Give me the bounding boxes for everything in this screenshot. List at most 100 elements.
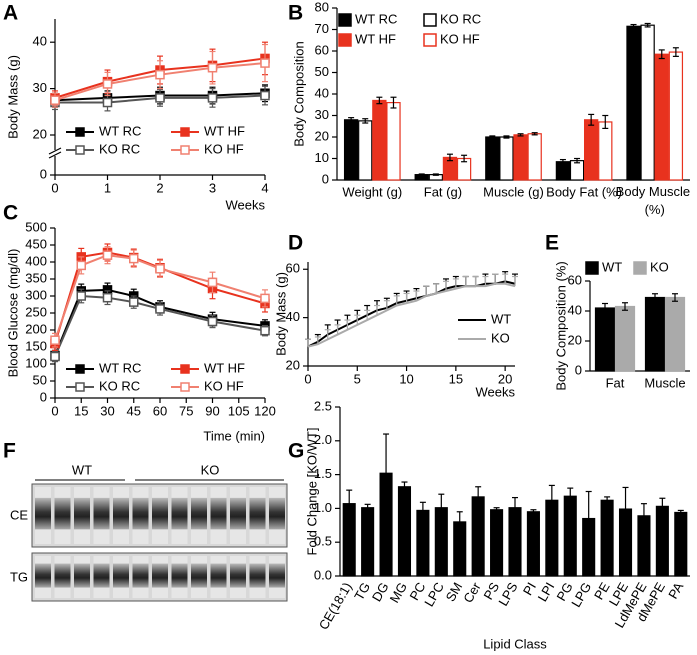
- y-tick-label: 40: [568, 302, 582, 317]
- error-bar: [658, 49, 665, 60]
- bar: [563, 495, 577, 577]
- bar: [397, 486, 412, 577]
- error-bar: [677, 509, 684, 516]
- error-bar: [374, 304, 380, 316]
- error-bar: [462, 275, 469, 287]
- bar: [664, 296, 686, 372]
- legend-entry: KO: [633, 259, 669, 275]
- legend-label: WT HF: [355, 31, 396, 46]
- x-tick-label: LPS: [495, 579, 520, 608]
- gel-band: [171, 497, 188, 530]
- error-bar: [482, 275, 489, 287]
- marker: [260, 325, 270, 336]
- y-tick-label: 60: [286, 261, 300, 276]
- legend-label: KO HF: [204, 378, 244, 393]
- legend-label: KO RC: [440, 11, 481, 26]
- x-tick-label: 4: [261, 180, 268, 195]
- x-tick-label: MG: [387, 580, 410, 606]
- y-tick-label: 2.5: [314, 398, 332, 413]
- error-bar: [423, 285, 430, 296]
- gel-band: [132, 497, 149, 530]
- legend-entry: KO HF: [171, 141, 244, 156]
- bar: [358, 120, 373, 181]
- bar: [490, 509, 504, 577]
- legend-label: WT HF: [204, 360, 245, 375]
- marker: [207, 62, 218, 73]
- gel-band: [249, 563, 266, 588]
- y-tick-label: 100: [25, 355, 47, 370]
- legend-entry: WT: [585, 259, 622, 275]
- error-bar: [443, 280, 449, 292]
- gel-band: [93, 497, 110, 530]
- marker: [155, 304, 165, 314]
- error-bar: [452, 278, 459, 289]
- legend-entry: WT: [458, 311, 511, 326]
- x-tick-label: 10: [399, 371, 413, 386]
- error-bar: [376, 96, 383, 105]
- bar: [644, 296, 666, 372]
- y-tick-label: 500: [25, 219, 47, 234]
- bar: [513, 134, 528, 181]
- legend-swatch: [633, 261, 647, 275]
- legend-swatch: [338, 13, 352, 27]
- bar: [361, 507, 375, 577]
- marker: [180, 382, 190, 392]
- gel-band: [269, 497, 285, 530]
- error-bar: [640, 503, 647, 529]
- legend-label: KO: [650, 259, 669, 274]
- error-bar: [419, 501, 426, 520]
- x-tick-label: 105: [228, 403, 250, 418]
- error-bar: [418, 173, 425, 176]
- error-bar: [475, 486, 482, 508]
- gel-row-label: TG: [10, 569, 28, 584]
- bar: [674, 511, 688, 577]
- legend-entry: WT HF: [338, 31, 396, 47]
- x-tick-label: Fat (g): [424, 184, 462, 199]
- bar: [343, 119, 359, 181]
- error-bar: [348, 117, 355, 123]
- x-tick-label: 1: [104, 180, 111, 195]
- bar: [655, 505, 669, 577]
- x-tick-label: Muscle (g): [483, 184, 544, 199]
- legend-entry: KO RC: [66, 378, 140, 393]
- legend-label: WT HF: [204, 123, 245, 138]
- error-bar: [489, 135, 496, 139]
- y-tick-label: 20: [286, 357, 300, 372]
- error-bar: [622, 486, 629, 532]
- error-bar: [559, 158, 566, 165]
- bar: [583, 119, 599, 181]
- marker: [129, 297, 139, 307]
- legend-entry: WT RC: [66, 360, 141, 375]
- gel-band: [113, 497, 129, 530]
- panel-label: E: [545, 232, 559, 255]
- legend-label: KO RC: [99, 378, 140, 393]
- error-bar: [602, 302, 608, 314]
- axis-break: [48, 151, 62, 159]
- y-axis-label: Body Composition: [291, 41, 306, 147]
- gel-band: [230, 563, 246, 588]
- x-tick-label: Body Fat (%): [546, 184, 622, 199]
- marker: [50, 335, 60, 345]
- bar: [600, 499, 614, 577]
- y-axis-label: Blood Glucose (mg/dl): [5, 249, 20, 378]
- panel-label: D: [288, 232, 303, 255]
- error-bar: [502, 273, 509, 284]
- error-bar: [438, 493, 445, 522]
- panel-label: C: [3, 202, 18, 225]
- y-axis-label: Body Mass (g): [5, 55, 20, 139]
- y-tick-label: 1.5: [314, 466, 332, 481]
- y-tick-label: 20: [315, 128, 329, 143]
- marker: [75, 127, 85, 137]
- x-tick-label: 15: [449, 371, 463, 386]
- marker: [260, 58, 270, 68]
- marker: [129, 253, 139, 264]
- legend-swatch: [423, 13, 437, 27]
- y-axis-label: Body Composition (%): [553, 261, 568, 390]
- error-bar: [672, 47, 679, 57]
- y-tick-label: 40: [315, 85, 329, 100]
- marker: [180, 364, 190, 374]
- bar: [614, 305, 636, 372]
- marker: [102, 250, 113, 260]
- axis-break: [48, 147, 62, 155]
- gel-row-label: CE: [10, 507, 28, 522]
